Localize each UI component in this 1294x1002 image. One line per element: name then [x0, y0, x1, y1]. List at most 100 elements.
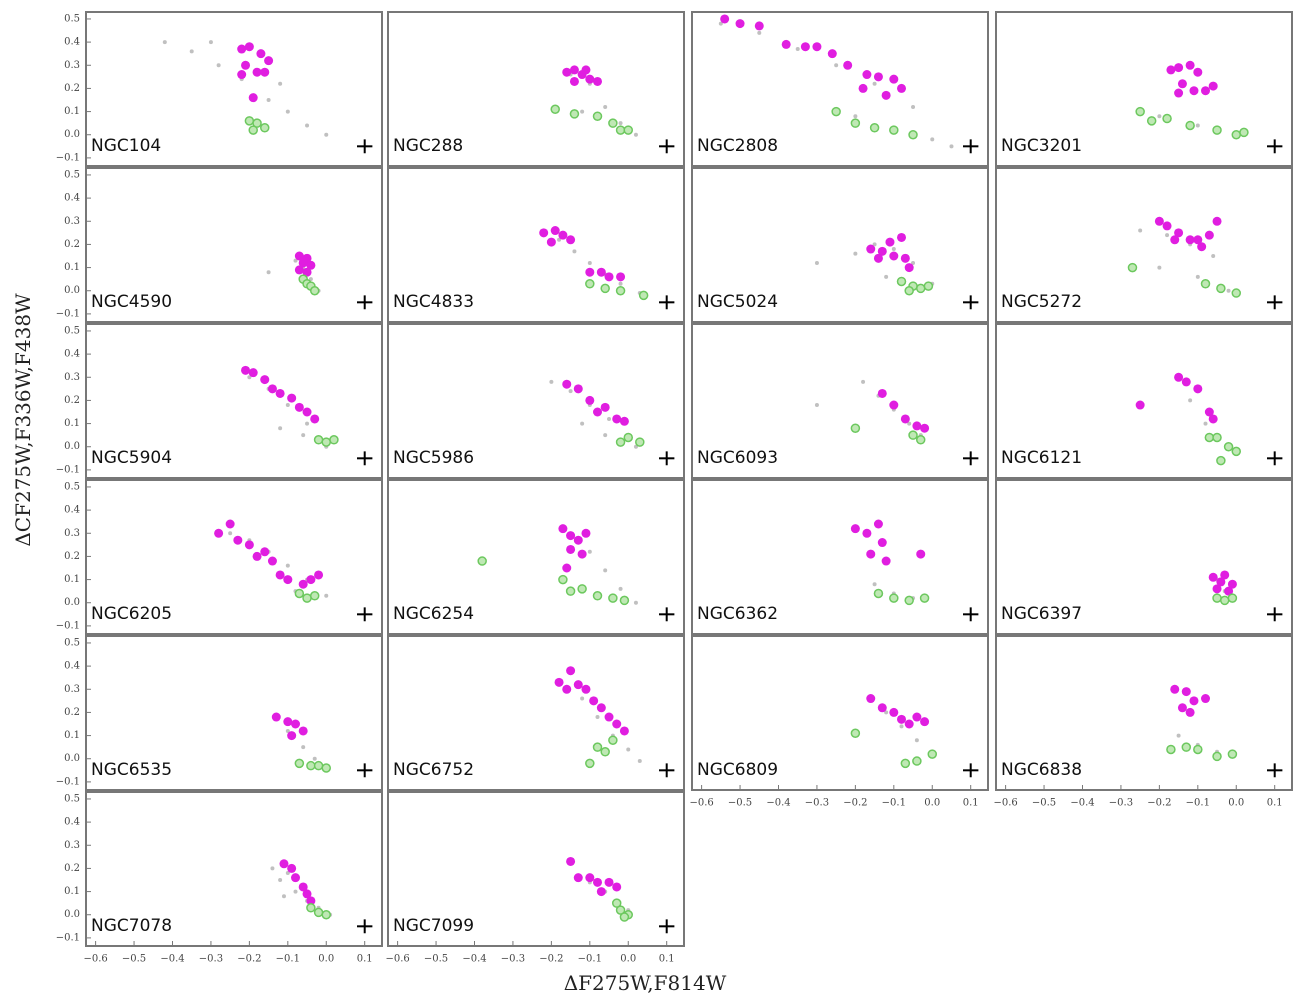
- y-tick-label: 0.3: [64, 528, 80, 539]
- magenta-point: [897, 714, 907, 724]
- x-tick-label: −0.2: [843, 798, 867, 809]
- gray-point: [580, 421, 585, 426]
- magenta-point: [1181, 687, 1191, 697]
- magenta-point: [237, 70, 247, 80]
- x-tick-label: −0.4: [766, 798, 790, 809]
- gray-point: [278, 426, 283, 431]
- x-tick-label: 0.1: [963, 798, 979, 809]
- magenta-point: [612, 414, 622, 424]
- green-point: [558, 574, 568, 585]
- green-point: [889, 125, 899, 135]
- x-tick-label: −0.5: [1032, 798, 1056, 809]
- magenta-point: [562, 563, 572, 573]
- magenta-point: [294, 265, 304, 275]
- x-tick-label: −0.2: [539, 954, 563, 965]
- panel-title: NGC2808: [697, 136, 778, 156]
- magenta-point: [214, 528, 224, 538]
- gray-point: [626, 747, 631, 752]
- magenta-point: [800, 42, 810, 52]
- magenta-point: [912, 421, 922, 431]
- green-point: [1212, 751, 1222, 762]
- gray-point: [618, 281, 623, 286]
- magenta-point: [1208, 414, 1218, 424]
- green-point: [321, 763, 332, 773]
- gray-point: [949, 144, 954, 149]
- magenta-point: [866, 694, 876, 704]
- magenta-point: [271, 712, 281, 722]
- green-point: [248, 125, 258, 135]
- magenta-point: [1208, 572, 1218, 582]
- gray-point: [1195, 274, 1200, 279]
- x-tick-label: 0.0: [924, 798, 940, 809]
- magenta-point: [287, 863, 297, 873]
- magenta-point: [573, 873, 583, 883]
- green-point: [1212, 593, 1222, 603]
- green-point: [900, 758, 911, 769]
- x-tick-label: −0.2: [1147, 798, 1171, 809]
- panel-frame: [85, 635, 383, 791]
- green-point: [585, 758, 595, 769]
- green-point: [873, 588, 884, 599]
- magenta-point: [904, 263, 914, 273]
- x-axis-label: ΔF275W,F814W: [564, 971, 727, 995]
- panel-title: NGC288: [393, 136, 463, 156]
- magenta-point: [267, 556, 277, 566]
- green-point: [1146, 116, 1157, 126]
- magenta-point: [539, 228, 549, 238]
- magenta-point: [566, 531, 576, 541]
- x-tick-label: −0.6: [385, 954, 409, 965]
- x-tick-label: −0.6: [689, 798, 713, 809]
- green-point: [638, 290, 649, 301]
- magenta-point: [754, 21, 764, 31]
- magenta-point: [862, 70, 872, 80]
- green-point: [889, 593, 899, 603]
- green-point: [1227, 749, 1238, 759]
- gray-point: [293, 258, 298, 263]
- y-tick-label: 0.4: [64, 193, 80, 204]
- y-tick-label: 0.0: [64, 909, 80, 920]
- magenta-point: [604, 712, 614, 722]
- gray-point: [872, 242, 877, 247]
- magenta-point: [1212, 216, 1222, 226]
- gray-point: [270, 866, 275, 871]
- magenta-point: [1220, 570, 1230, 580]
- gray-point: [914, 738, 919, 743]
- y-tick-label: 0.4: [64, 37, 80, 48]
- y-tick-label: 0.5: [64, 637, 80, 648]
- green-point: [294, 758, 305, 769]
- x-tick-label: −0.5: [728, 798, 752, 809]
- green-point: [565, 586, 576, 596]
- y-tick-label: −0.1: [56, 932, 80, 943]
- green-point: [477, 556, 487, 566]
- y-tick-label: 0.4: [64, 349, 80, 360]
- magenta-point: [889, 251, 899, 261]
- gray-point: [607, 416, 612, 421]
- magenta-point: [573, 535, 583, 545]
- magenta-point: [566, 666, 576, 676]
- magenta-point: [781, 39, 791, 49]
- gray-point: [216, 63, 221, 68]
- x-tick-label: −0.3: [501, 954, 525, 965]
- magenta-point: [1174, 63, 1184, 73]
- magenta-point: [260, 547, 270, 557]
- gray-point: [587, 549, 592, 554]
- gray-point: [1138, 228, 1143, 233]
- green-point: [313, 907, 324, 918]
- magenta-point: [302, 407, 312, 417]
- magenta-point: [279, 859, 289, 869]
- magenta-point: [283, 575, 293, 585]
- magenta-point: [252, 551, 262, 561]
- magenta-point: [233, 535, 243, 545]
- magenta-point: [593, 877, 603, 887]
- panel-frame: [85, 791, 383, 947]
- magenta-point: [294, 402, 304, 412]
- panel-frame: [387, 167, 685, 323]
- magenta-point: [585, 395, 595, 405]
- magenta-point: [866, 244, 876, 254]
- y-tick-label: 0.1: [64, 106, 80, 117]
- y-tick-label: 0.3: [64, 684, 80, 695]
- x-tick-label: −0.3: [1109, 798, 1133, 809]
- magenta-point: [581, 65, 591, 75]
- green-point: [896, 276, 907, 287]
